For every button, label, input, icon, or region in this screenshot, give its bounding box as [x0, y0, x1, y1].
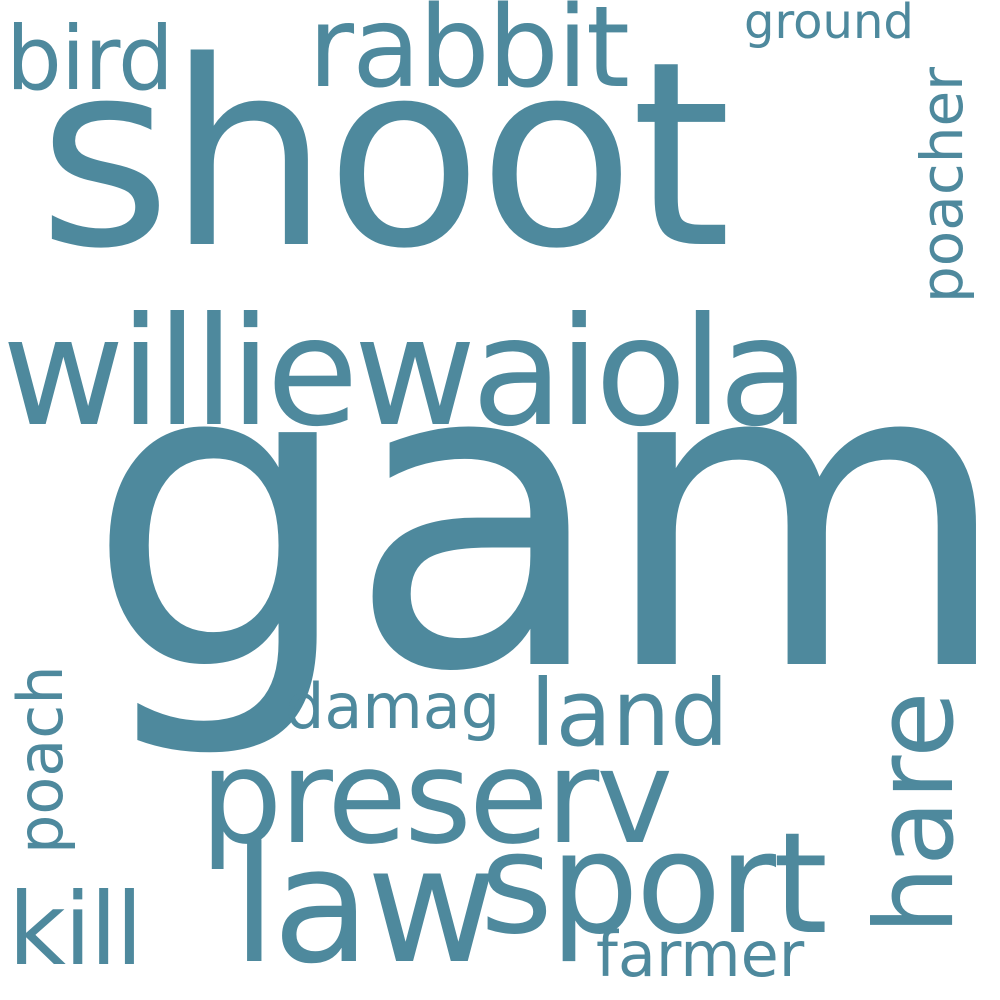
word-bird: bird: [6, 7, 174, 110]
word-rabbit: rabbit: [308, 0, 630, 113]
word-damag: damag: [285, 670, 501, 743]
word-law: law: [232, 812, 497, 999]
word-farmer: farmer: [596, 918, 805, 991]
word-preserv: preserv: [200, 721, 673, 873]
word-williewaiola: williewaiola: [2, 286, 810, 460]
word-ground: ground: [744, 0, 914, 50]
word-shoot: shoot: [38, 7, 731, 305]
word-poach: poach: [4, 665, 77, 854]
word-hare: hare: [853, 691, 978, 935]
word-game: game: [86, 270, 1000, 764]
word-sport: sport: [480, 803, 828, 966]
word-poacher: poacher: [908, 66, 976, 304]
word-land: land: [530, 660, 729, 767]
word-kill: kill: [8, 871, 143, 988]
